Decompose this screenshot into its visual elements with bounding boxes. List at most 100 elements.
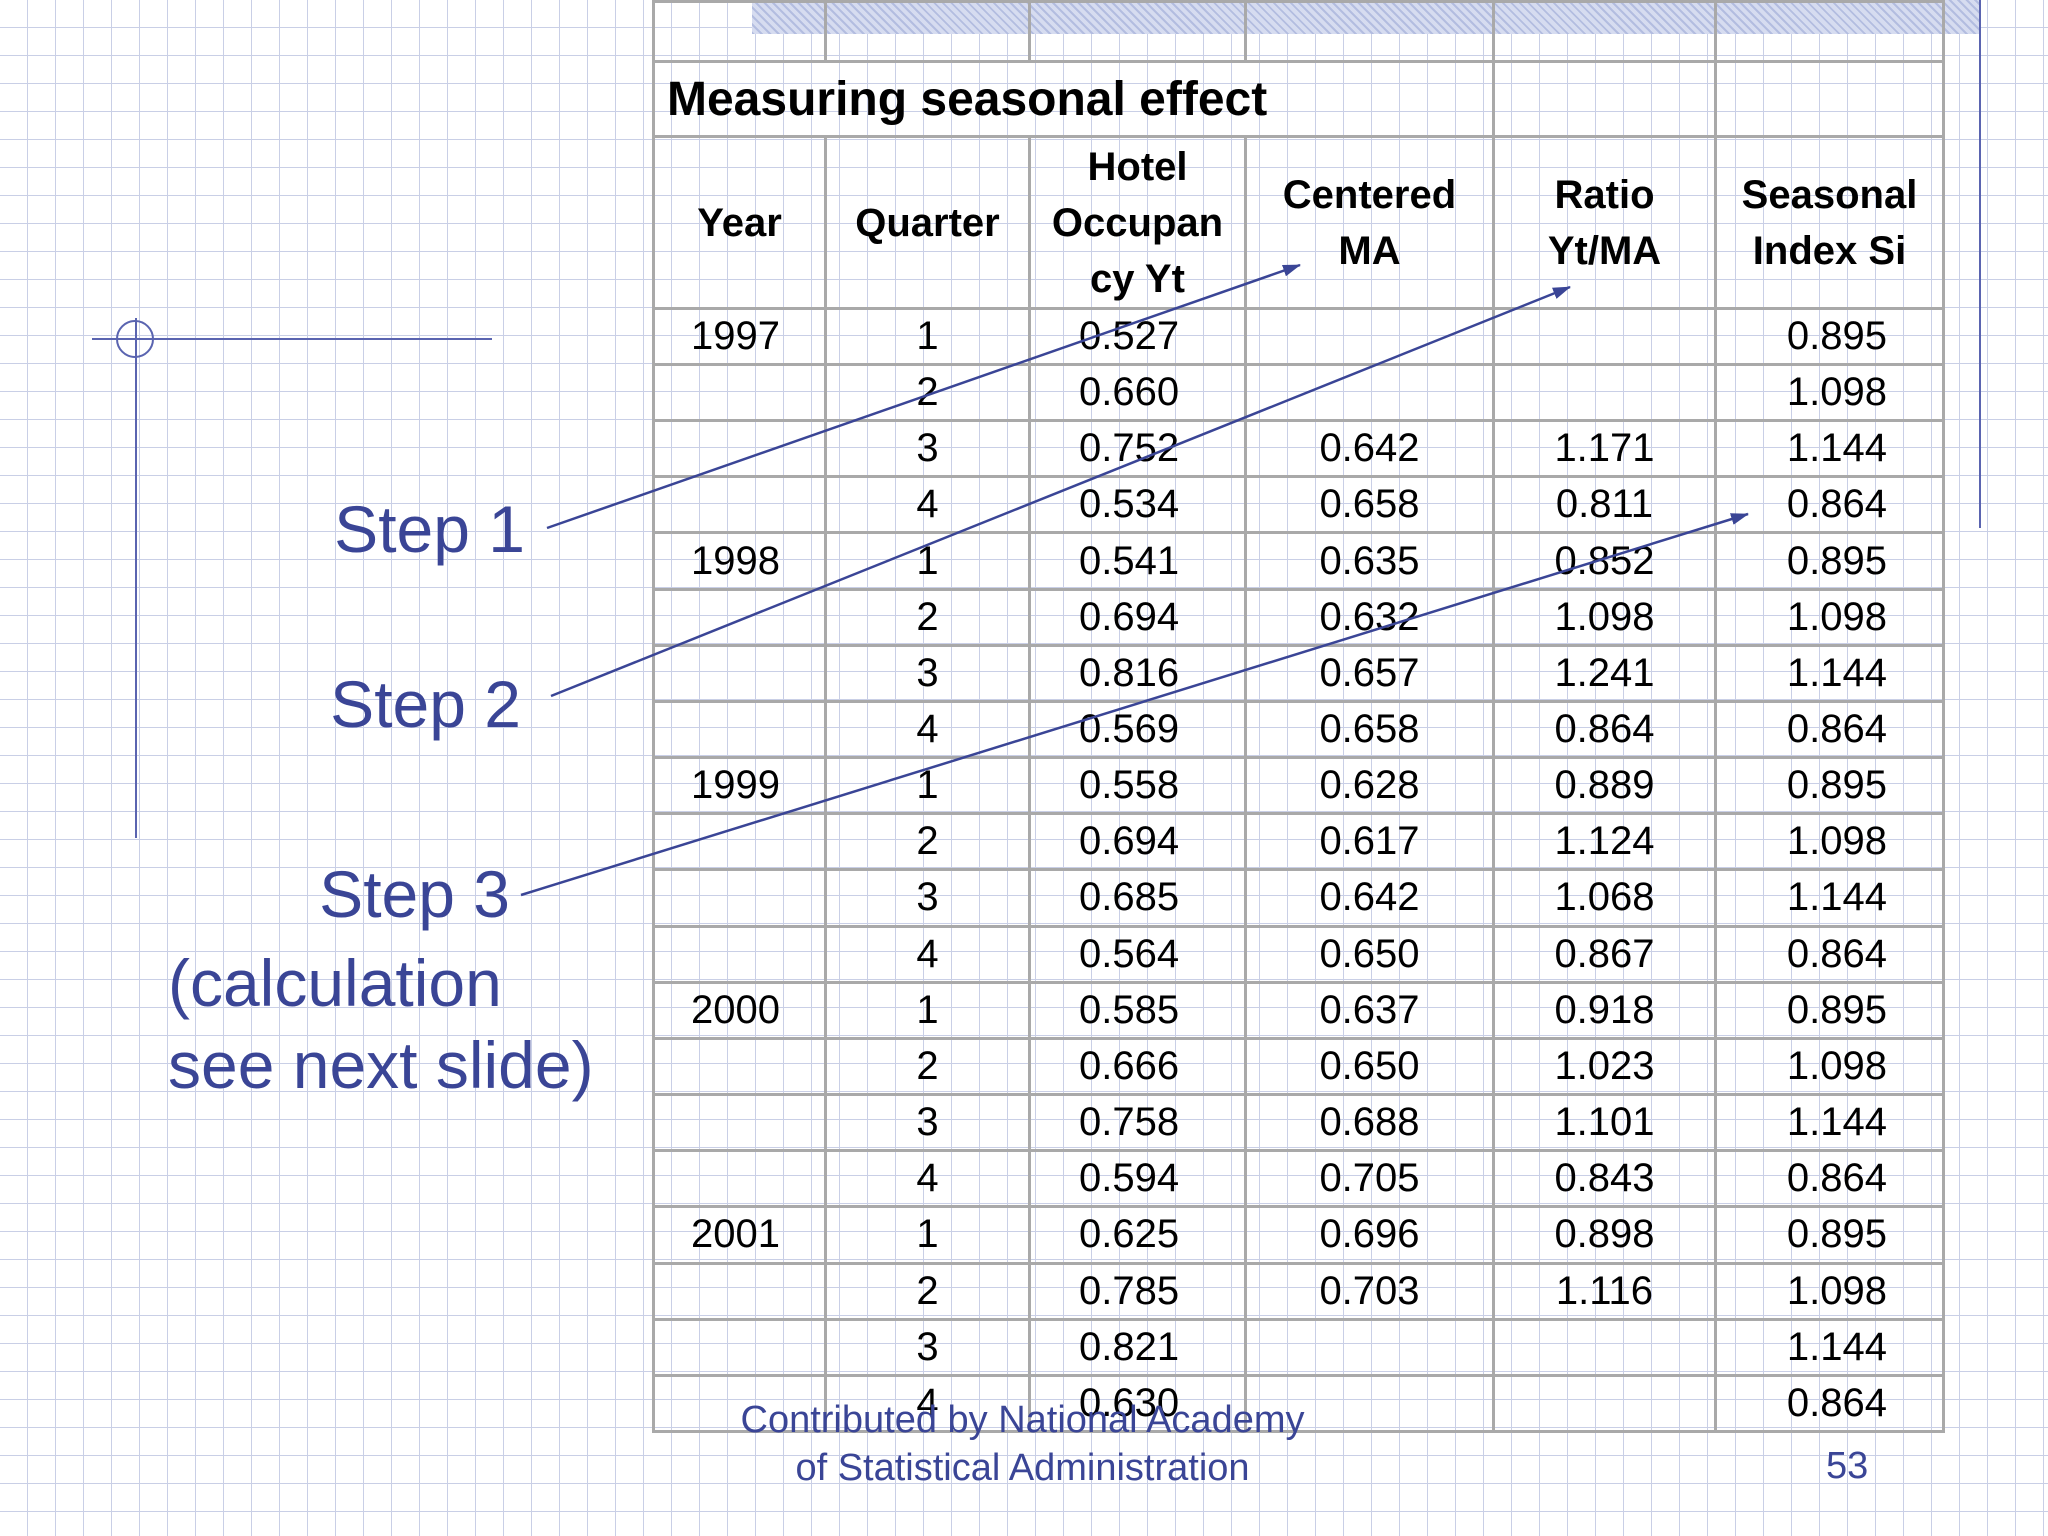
cell-year	[652, 1261, 827, 1321]
cell-year	[652, 924, 827, 984]
cell-quarter: 4	[824, 699, 1031, 760]
step-2-label: Step 2	[330, 667, 521, 741]
cell-hotel: 0.625	[1028, 1205, 1247, 1265]
cell-ratio	[1492, 362, 1717, 423]
footer-line-1: Contributed by National Academy	[740, 1399, 1305, 1441]
step-3-note-line-2: see next slide)	[168, 1028, 594, 1102]
cell-year	[652, 419, 827, 479]
table-header-row: Year Quarter Hotel Occupan cy Yt Centered M…	[652, 135, 1945, 310]
table-body: 1997 1 0.527 0.895 2 0.660 1.098 3 0.752 0.642 1.1…	[652, 306, 1945, 1434]
cell-si: 1.098	[1714, 812, 1945, 872]
cell-hotel: 0.821	[1028, 1317, 1247, 1377]
table-row: 1999 1 0.558 0.628 0.889 0.895	[652, 756, 1945, 816]
cell-si: 0.895	[1714, 756, 1945, 816]
table-row: 4 0.569 0.658 0.864 0.864	[652, 699, 1945, 760]
cell-year: 2000	[652, 980, 827, 1040]
cell-quarter: 4	[824, 1373, 1031, 1434]
cell-hotel: 0.541	[1028, 531, 1247, 591]
header-centered-ma: Centered MA	[1244, 135, 1495, 310]
cell-year	[652, 699, 827, 760]
cell-ratio: 1.101	[1492, 1093, 1717, 1153]
cell-year: 1998	[652, 531, 827, 591]
cell-hotel: 0.564	[1028, 924, 1247, 984]
cell-hotel: 0.694	[1028, 812, 1247, 872]
cell-ratio: 1.023	[1492, 1036, 1717, 1097]
decorative-circle-icon	[116, 320, 154, 358]
cell-ratio: 0.811	[1492, 475, 1717, 535]
cell-year	[652, 812, 827, 872]
cell-ma: 0.637	[1244, 980, 1495, 1040]
table-row: 4 0.594 0.705 0.843 0.864	[652, 1149, 1945, 1209]
cell-si: 1.098	[1714, 587, 1945, 647]
cell-year: 1999	[652, 756, 827, 816]
cell-hotel: 0.534	[1028, 475, 1247, 535]
table-row: 1998 1 0.541 0.635 0.852 0.895	[652, 531, 1945, 591]
cell-hotel: 0.666	[1028, 1036, 1247, 1097]
table-blank-row	[652, 0, 1945, 64]
cell-si: 1.144	[1714, 643, 1945, 703]
cell-ratio	[1492, 306, 1717, 367]
cell-ma: 0.642	[1244, 868, 1495, 928]
cell-ma: 0.635	[1244, 531, 1495, 591]
cell-quarter: 1	[824, 531, 1031, 591]
cell-ratio: 0.864	[1492, 699, 1717, 760]
cell-quarter: 2	[824, 1036, 1031, 1097]
cell-ma	[1244, 362, 1495, 423]
cell-hotel: 0.527	[1028, 306, 1247, 367]
table-row: 4 0.564 0.650 0.867 0.864	[652, 924, 1945, 984]
cell-si: 0.895	[1714, 531, 1945, 591]
cell-ma: 0.688	[1244, 1093, 1495, 1153]
cell-year	[652, 643, 827, 703]
cell-si: 1.144	[1714, 868, 1945, 928]
cell-quarter: 2	[824, 1261, 1031, 1321]
cell-quarter: 3	[824, 419, 1031, 479]
cell-ma: 0.705	[1244, 1149, 1495, 1209]
cell-ma: 0.703	[1244, 1261, 1495, 1321]
decorative-right-line	[1979, 0, 1981, 528]
cell-ma	[1244, 1317, 1495, 1377]
table-row: 3 0.685 0.642 1.068 1.144	[652, 868, 1945, 928]
table-row: 3 0.758 0.688 1.101 1.144	[652, 1093, 1945, 1153]
cell-ma: 0.642	[1244, 419, 1495, 479]
cell-hotel: 0.758	[1028, 1093, 1247, 1153]
cell-ratio: 1.124	[1492, 812, 1717, 872]
cell-quarter: 3	[824, 1317, 1031, 1377]
cell-quarter: 2	[824, 812, 1031, 872]
cell-hotel: 0.569	[1028, 699, 1247, 760]
table-row: 2 0.666 0.650 1.023 1.098	[652, 1036, 1945, 1097]
cell-ma: 0.658	[1244, 475, 1495, 535]
cell-si: 1.098	[1714, 1036, 1945, 1097]
cell-ratio: 1.098	[1492, 587, 1717, 647]
step-3-note-line-1: (calculation	[168, 946, 502, 1020]
cell-si: 1.144	[1714, 1317, 1945, 1377]
cell-quarter: 3	[824, 1093, 1031, 1153]
cell-year	[652, 1093, 827, 1153]
table-row: 2 0.660 1.098	[652, 362, 1945, 423]
table-row: 2 0.694 0.617 1.124 1.098	[652, 812, 1945, 872]
table-row: 2000 1 0.585 0.637 0.918 0.895	[652, 980, 1945, 1040]
cell-hotel: 0.785	[1028, 1261, 1247, 1321]
cell-ratio: 1.068	[1492, 868, 1717, 928]
header-ratio: Ratio Yt/MA	[1492, 135, 1717, 310]
cell-quarter: 3	[824, 868, 1031, 928]
cell-ratio	[1492, 1317, 1717, 1377]
cell-quarter: 4	[824, 475, 1031, 535]
cell-quarter: 1	[824, 306, 1031, 367]
cell-ratio: 0.898	[1492, 1205, 1717, 1265]
cell-ratio: 0.852	[1492, 531, 1717, 591]
cell-hotel: 0.660	[1028, 362, 1247, 423]
cell-si: 1.098	[1714, 362, 1945, 423]
cell-hotel: 0.752	[1028, 419, 1247, 479]
page-number: 53	[1826, 1445, 1869, 1487]
cell-hotel: 0.685	[1028, 868, 1247, 928]
cell-si: 0.864	[1714, 1373, 1945, 1434]
cell-quarter: 3	[824, 643, 1031, 703]
cell-ratio: 0.918	[1492, 980, 1717, 1040]
cell-ma: 0.657	[1244, 643, 1495, 703]
cell-quarter: 1	[824, 980, 1031, 1040]
table-row: 1997 1 0.527 0.895	[652, 306, 1945, 367]
table-row: 3 0.752 0.642 1.171 1.144	[652, 419, 1945, 479]
cell-ratio: 1.171	[1492, 419, 1717, 479]
header-hotel-occupancy: Hotel Occupan cy Yt	[1028, 135, 1247, 310]
cell-si: 1.098	[1714, 1261, 1945, 1321]
